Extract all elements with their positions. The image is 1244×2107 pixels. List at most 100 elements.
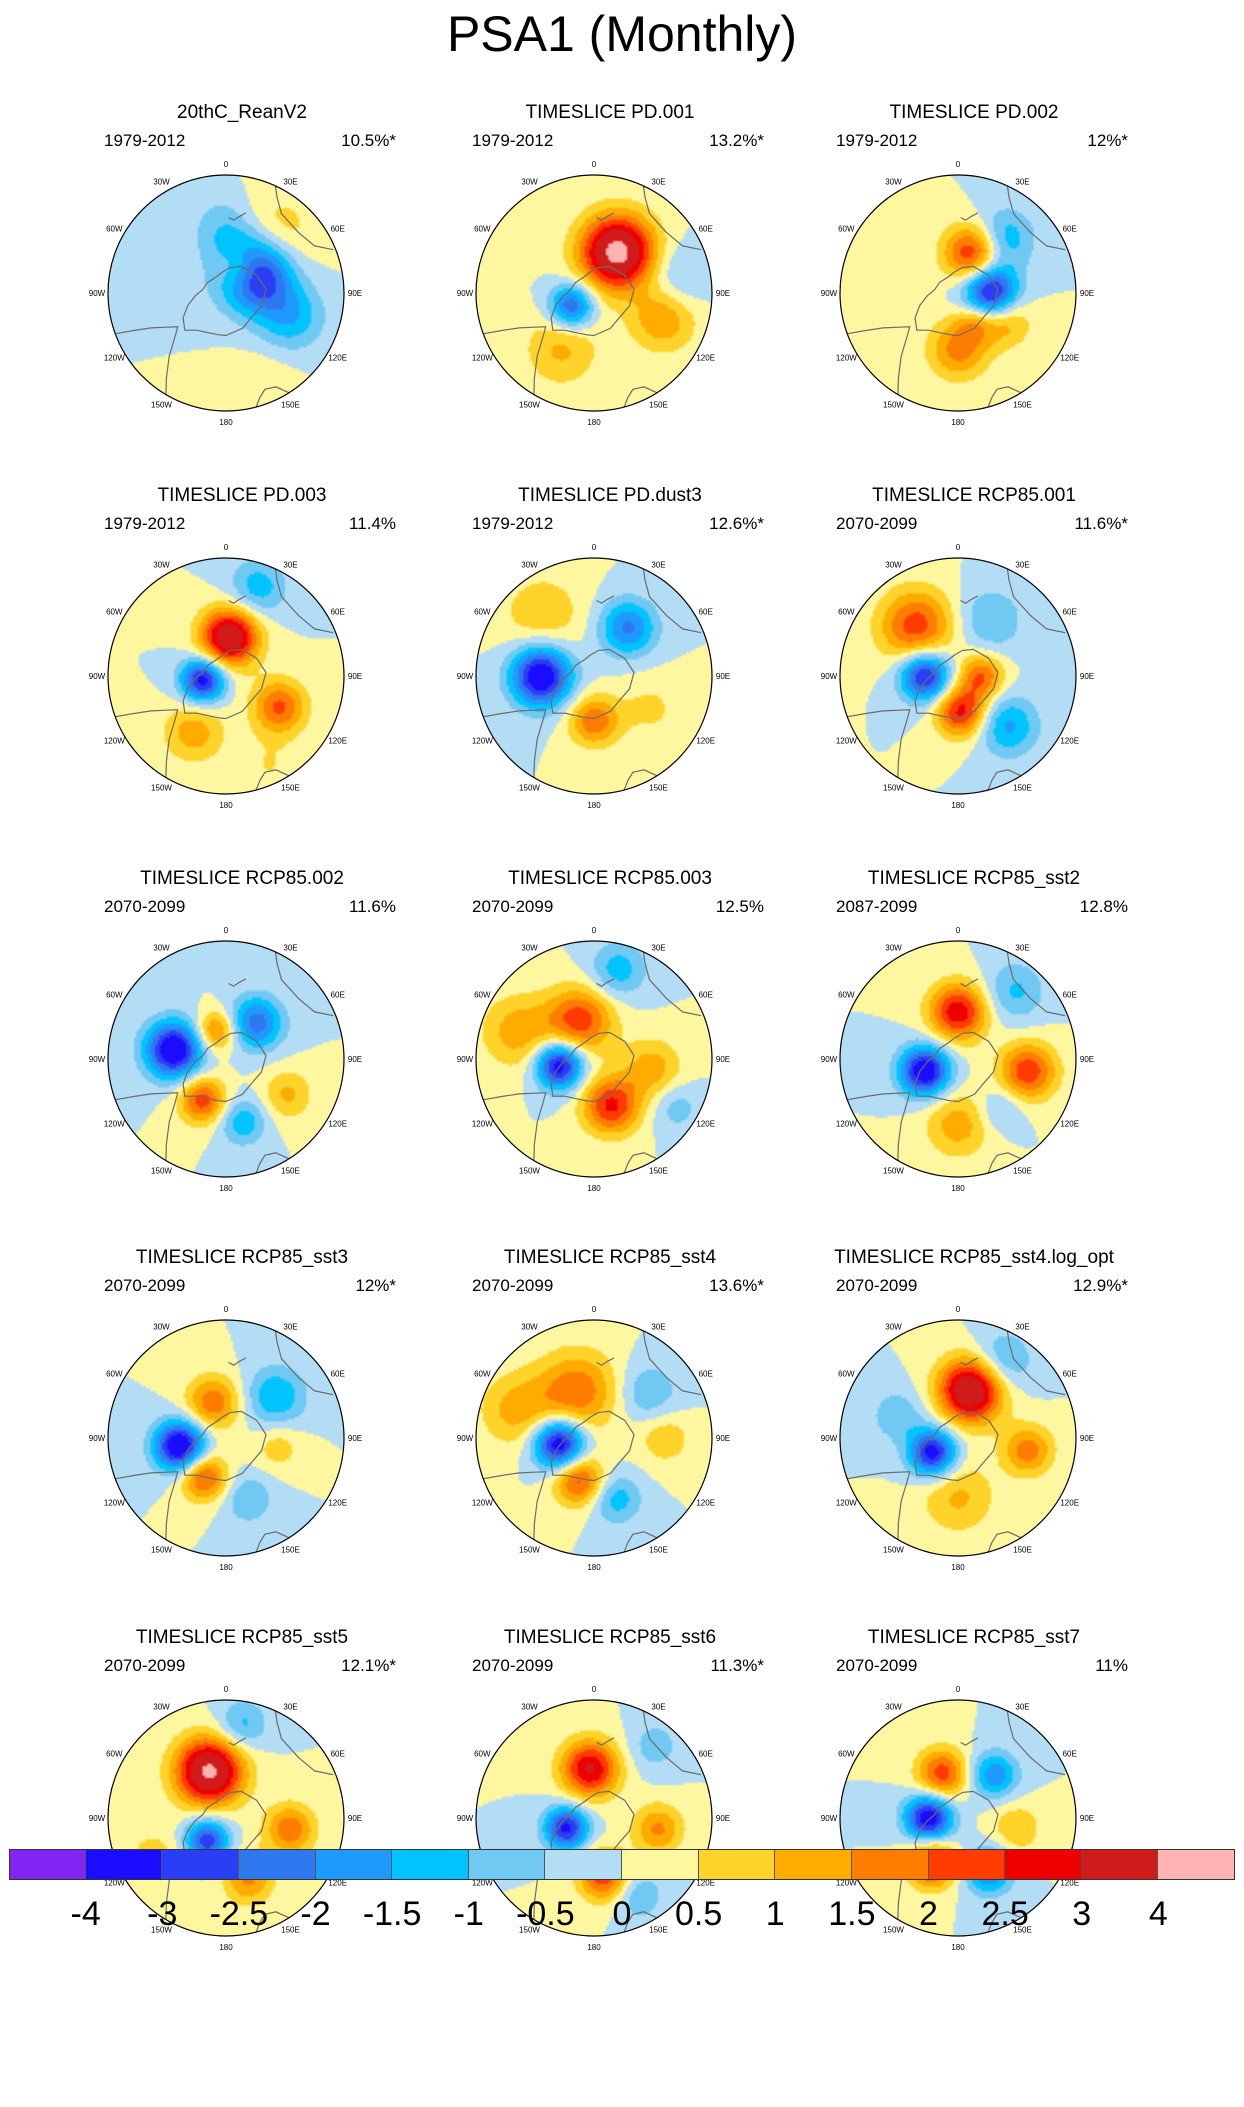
longitude-label: 30E bbox=[651, 1322, 665, 1331]
figure-title: PSA1 (Monthly) bbox=[446, 6, 798, 62]
africa-coastline bbox=[622, 1911, 660, 1936]
longitude-label: 120W bbox=[104, 737, 125, 746]
antarctica-coastline bbox=[182, 1031, 267, 1103]
panel-title: TIMESLICE RCP85_sst4.log_opt bbox=[834, 1247, 1114, 1268]
longitude-label: 0 bbox=[592, 1685, 597, 1694]
longitude-label: 90E bbox=[716, 672, 730, 681]
colorbar-swatch bbox=[9, 1849, 86, 1880]
australia-coastline bbox=[642, 1707, 702, 1776]
anomaly-field bbox=[476, 175, 712, 411]
australia-coastline bbox=[642, 182, 702, 251]
coastlines bbox=[844, 1327, 1066, 1556]
longitude-label: 120W bbox=[836, 354, 857, 363]
australia-coastline bbox=[642, 565, 702, 634]
longitude-label: 0 bbox=[956, 1685, 961, 1694]
longitude-label: 30E bbox=[283, 560, 297, 569]
colorbar-label: 3 bbox=[1072, 1895, 1092, 1933]
longitude-label: 150W bbox=[883, 784, 904, 793]
panel-title: TIMESLICE PD.dust3 bbox=[518, 485, 702, 506]
longitude-label: 90W bbox=[457, 1814, 474, 1823]
map-boundary bbox=[839, 174, 1077, 412]
panel-variance: 13.2%* bbox=[709, 131, 764, 150]
longitude-label: 30W bbox=[153, 1322, 170, 1331]
polar-map: 0 30E 60E 90E 120E 150E 180 150W 120W 90W 60W 30W bbox=[444, 909, 744, 1214]
longitude-label: 30E bbox=[1015, 560, 1029, 569]
longitude-label: 30E bbox=[651, 560, 665, 569]
south-america-coastline bbox=[480, 709, 547, 781]
colorbar-label: 1.5 bbox=[828, 1895, 876, 1933]
longitude-label: 180 bbox=[951, 1563, 965, 1572]
map-boundary bbox=[839, 557, 1077, 795]
colorbar-label: -3 bbox=[147, 1895, 178, 1933]
colorbar-swatch bbox=[468, 1849, 546, 1880]
longitude-label: 120W bbox=[836, 1120, 857, 1129]
africa-coastline bbox=[986, 769, 1024, 794]
map-boundary bbox=[839, 1319, 1077, 1557]
polar-map: 0 30E 60E 90E 120E 150E 180 150W 120W 90W 60W 30W bbox=[76, 909, 376, 1214]
longitude-label: 150W bbox=[151, 1167, 172, 1176]
longitude-label: 60E bbox=[1063, 608, 1077, 617]
longitude-label: 180 bbox=[951, 801, 965, 810]
south-america-coastline bbox=[112, 709, 179, 781]
anomaly-field bbox=[840, 941, 1076, 1177]
longitude-label: 60E bbox=[699, 1370, 713, 1379]
antarctica-coastline bbox=[914, 1031, 999, 1103]
antarctica-coastline bbox=[182, 265, 267, 337]
longitude-label: 30W bbox=[521, 560, 538, 569]
longitude-label: 180 bbox=[951, 1184, 965, 1193]
longitude-label: 60E bbox=[331, 608, 345, 617]
panel-variance: 12.8% bbox=[1079, 897, 1128, 916]
longitude-label: 60W bbox=[106, 608, 123, 617]
longitude-label: 120W bbox=[836, 1499, 857, 1508]
longitude-label: 120W bbox=[836, 1879, 857, 1888]
new-zealand-coastline bbox=[960, 1737, 979, 1746]
panel-title: TIMESLICE RCP85_sst4 bbox=[503, 1247, 717, 1268]
longitude-label: 180 bbox=[219, 1943, 233, 1952]
australia-coastline bbox=[1006, 1707, 1066, 1776]
australia-coastline bbox=[1006, 565, 1066, 634]
new-zealand-coastline bbox=[596, 978, 615, 987]
longitude-label: 90W bbox=[89, 1055, 106, 1064]
longitude-label: 120E bbox=[328, 354, 347, 363]
panel-period: 2070-2099 bbox=[836, 1656, 918, 1675]
coastlines bbox=[112, 948, 334, 1177]
longitude-label: 90W bbox=[821, 1055, 838, 1064]
anomaly-field bbox=[476, 1700, 712, 1936]
new-zealand-coastline bbox=[228, 212, 247, 221]
new-zealand-coastline bbox=[596, 212, 615, 221]
polar-map: 0 30E 60E 90E 120E 150E 180 150W 120W 90W 60W 30W bbox=[444, 526, 744, 831]
longitude-label: 30E bbox=[1015, 177, 1029, 186]
longitude-label: 90E bbox=[348, 289, 362, 298]
panel-variance: 10.5%* bbox=[341, 131, 396, 150]
new-zealand-coastline bbox=[228, 1357, 247, 1366]
longitude-label: 0 bbox=[956, 926, 961, 935]
longitude-label: 60W bbox=[474, 1750, 491, 1759]
longitude-label: 150E bbox=[281, 1926, 300, 1935]
new-zealand-coastline bbox=[596, 1737, 615, 1746]
longitude-label: 60W bbox=[474, 991, 491, 1000]
map-panel: 20thC_ReanV2 1979-2012 10.5%* 0 30E 60E 90E 120… bbox=[72, 95, 412, 440]
polar-map-svg: 0 30E 60E 90E 120E 150E 180 150W 120W 90W 60W 30W bbox=[89, 1305, 362, 1572]
coastlines bbox=[844, 565, 1066, 794]
antarctica-coastline bbox=[182, 648, 267, 720]
longitude-label: 30E bbox=[651, 177, 665, 186]
longitude-label: 60E bbox=[1063, 225, 1077, 234]
polar-map: 0 30E 60E 90E 120E 150E 180 150W 120W 90W 60W 30W bbox=[808, 909, 1108, 1214]
longitude-label: 30E bbox=[1015, 1322, 1029, 1331]
longitude-label: 60E bbox=[699, 991, 713, 1000]
south-america-coastline bbox=[844, 1471, 911, 1543]
map-panel: TIMESLICE PD.003 1979-2012 11.4% 0 30E 60E 90E… bbox=[72, 478, 412, 823]
longitude-label: 90E bbox=[1080, 672, 1094, 681]
coastlines bbox=[112, 565, 334, 794]
longitude-label: 120W bbox=[472, 1499, 493, 1508]
longitude-label: 150E bbox=[281, 1546, 300, 1555]
longitude-label: 180 bbox=[587, 1563, 601, 1572]
longitude-label: 60W bbox=[106, 225, 123, 234]
longitude-label: 120E bbox=[328, 1879, 347, 1888]
anomaly-field bbox=[840, 1700, 1076, 1936]
anomaly-field bbox=[476, 941, 712, 1177]
longitude-label: 60E bbox=[699, 1750, 713, 1759]
longitude-label: 30W bbox=[153, 177, 170, 186]
longitude-label: 90E bbox=[1080, 1814, 1094, 1823]
longitude-label: 30E bbox=[651, 1702, 665, 1711]
